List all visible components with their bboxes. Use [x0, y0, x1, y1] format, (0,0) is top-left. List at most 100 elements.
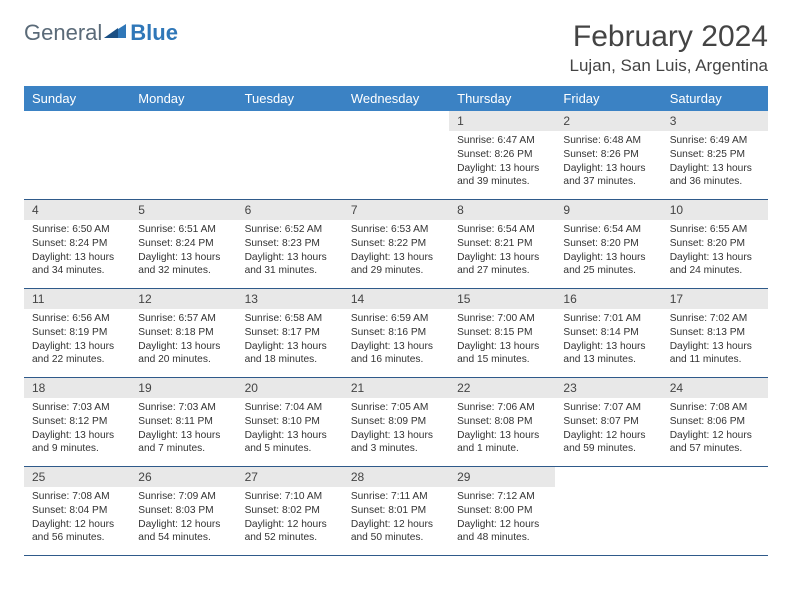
daylight-text: Daylight: 12 hours and 59 minutes.: [563, 429, 653, 457]
weekday-header: Wednesday: [343, 86, 449, 111]
daylight-text: Daylight: 12 hours and 57 minutes.: [670, 429, 760, 457]
sunset-text: Sunset: 8:14 PM: [563, 326, 653, 340]
sunset-text: Sunset: 8:24 PM: [138, 237, 228, 251]
calendar-cell: 25Sunrise: 7:08 AMSunset: 8:04 PMDayligh…: [24, 467, 130, 556]
title-block: February 2024 Lujan, San Luis, Argentina: [570, 20, 768, 82]
day-details: Sunrise: 6:54 AMSunset: 8:20 PMDaylight:…: [555, 220, 661, 288]
day-number: 16: [555, 289, 661, 309]
sunrise-text: Sunrise: 7:08 AM: [670, 401, 760, 415]
calendar-week: 18Sunrise: 7:03 AMSunset: 8:12 PMDayligh…: [24, 378, 768, 467]
sunrise-text: Sunrise: 7:00 AM: [457, 312, 547, 326]
day-details: [662, 487, 768, 555]
calendar-cell: 9Sunrise: 6:54 AMSunset: 8:20 PMDaylight…: [555, 200, 661, 289]
day-number: 29: [449, 467, 555, 487]
calendar-cell: 20Sunrise: 7:04 AMSunset: 8:10 PMDayligh…: [237, 378, 343, 467]
calendar-cell: 4Sunrise: 6:50 AMSunset: 8:24 PMDaylight…: [24, 200, 130, 289]
month-title: February 2024: [570, 20, 768, 54]
day-details: Sunrise: 6:52 AMSunset: 8:23 PMDaylight:…: [237, 220, 343, 288]
sunset-text: Sunset: 8:04 PM: [32, 504, 122, 518]
day-number: 1: [449, 111, 555, 131]
daylight-text: Daylight: 12 hours and 50 minutes.: [351, 518, 441, 546]
calendar-cell: [237, 111, 343, 200]
day-details: Sunrise: 6:50 AMSunset: 8:24 PMDaylight:…: [24, 220, 130, 288]
sunrise-text: Sunrise: 6:59 AM: [351, 312, 441, 326]
day-number: 4: [24, 200, 130, 220]
header: General Blue February 2024 Lujan, San Lu…: [24, 20, 768, 82]
sunrise-text: Sunrise: 7:04 AM: [245, 401, 335, 415]
day-details: Sunrise: 6:58 AMSunset: 8:17 PMDaylight:…: [237, 309, 343, 377]
sunrise-text: Sunrise: 7:12 AM: [457, 490, 547, 504]
day-number: 19: [130, 378, 236, 398]
calendar-cell: 21Sunrise: 7:05 AMSunset: 8:09 PMDayligh…: [343, 378, 449, 467]
day-number: 6: [237, 200, 343, 220]
day-details: Sunrise: 6:55 AMSunset: 8:20 PMDaylight:…: [662, 220, 768, 288]
day-number: 22: [449, 378, 555, 398]
day-number: 18: [24, 378, 130, 398]
day-details: [24, 131, 130, 199]
sunset-text: Sunset: 8:24 PM: [32, 237, 122, 251]
sunset-text: Sunset: 8:09 PM: [351, 415, 441, 429]
day-details: Sunrise: 6:51 AMSunset: 8:24 PMDaylight:…: [130, 220, 236, 288]
sunset-text: Sunset: 8:19 PM: [32, 326, 122, 340]
sunrise-text: Sunrise: 6:56 AM: [32, 312, 122, 326]
day-number: 3: [662, 111, 768, 131]
sunset-text: Sunset: 8:11 PM: [138, 415, 228, 429]
weekday-header: Tuesday: [237, 86, 343, 111]
day-number: 25: [24, 467, 130, 487]
calendar-cell: [130, 111, 236, 200]
daylight-text: Daylight: 13 hours and 7 minutes.: [138, 429, 228, 457]
sunset-text: Sunset: 8:18 PM: [138, 326, 228, 340]
day-number: [555, 467, 661, 487]
day-number: 15: [449, 289, 555, 309]
sunset-text: Sunset: 8:13 PM: [670, 326, 760, 340]
daylight-text: Daylight: 13 hours and 11 minutes.: [670, 340, 760, 368]
day-number: 14: [343, 289, 449, 309]
sunset-text: Sunset: 8:25 PM: [670, 148, 760, 162]
day-details: Sunrise: 7:10 AMSunset: 8:02 PMDaylight:…: [237, 487, 343, 555]
calendar-cell: 16Sunrise: 7:01 AMSunset: 8:14 PMDayligh…: [555, 289, 661, 378]
sunrise-text: Sunrise: 7:08 AM: [32, 490, 122, 504]
sunrise-text: Sunrise: 6:51 AM: [138, 223, 228, 237]
day-number: 27: [237, 467, 343, 487]
daylight-text: Daylight: 13 hours and 37 minutes.: [563, 162, 653, 190]
day-details: Sunrise: 7:05 AMSunset: 8:09 PMDaylight:…: [343, 398, 449, 466]
calendar-cell: 28Sunrise: 7:11 AMSunset: 8:01 PMDayligh…: [343, 467, 449, 556]
calendar-cell: [343, 111, 449, 200]
day-details: Sunrise: 6:59 AMSunset: 8:16 PMDaylight:…: [343, 309, 449, 377]
day-number: 2: [555, 111, 661, 131]
calendar-cell: 29Sunrise: 7:12 AMSunset: 8:00 PMDayligh…: [449, 467, 555, 556]
calendar-cell: [555, 467, 661, 556]
day-number: 26: [130, 467, 236, 487]
calendar-cell: 10Sunrise: 6:55 AMSunset: 8:20 PMDayligh…: [662, 200, 768, 289]
day-details: Sunrise: 7:03 AMSunset: 8:12 PMDaylight:…: [24, 398, 130, 466]
day-details: Sunrise: 7:08 AMSunset: 8:06 PMDaylight:…: [662, 398, 768, 466]
daylight-text: Daylight: 13 hours and 18 minutes.: [245, 340, 335, 368]
calendar-week: 25 Sunrise: 7:08 AMSunset: 8:04 PM Dayligh…: [24, 467, 768, 556]
calendar-cell: 11Sunrise: 6:56 AMSunset: 8:19 PMDayligh…: [24, 289, 130, 378]
day-number: 11: [24, 289, 130, 309]
sunset-text: Sunset: 8:21 PM: [457, 237, 547, 251]
day-number: 23: [555, 378, 661, 398]
day-details: Sunrise: 6:56 AMSunset: 8:19 PMDaylight:…: [24, 309, 130, 377]
daylight-text: Daylight: 13 hours and 16 minutes.: [351, 340, 441, 368]
calendar-cell: 22Sunrise: 7:06 AMSunset: 8:08 PMDayligh…: [449, 378, 555, 467]
day-number: [662, 467, 768, 487]
calendar-cell: 27Sunrise: 7:10 AMSunset: 8:02 PMDayligh…: [237, 467, 343, 556]
daylight-text: Daylight: 13 hours and 24 minutes.: [670, 251, 760, 279]
sunrise-text: Sunrise: 6:57 AM: [138, 312, 228, 326]
calendar-cell: 15Sunrise: 7:00 AMSunset: 8:15 PMDayligh…: [449, 289, 555, 378]
daylight-text: Daylight: 13 hours and 34 minutes.: [32, 251, 122, 279]
day-number: 17: [662, 289, 768, 309]
sunrise-text: Sunrise: 7:07 AM: [563, 401, 653, 415]
sunset-text: Sunset: 8:23 PM: [245, 237, 335, 251]
location: Lujan, San Luis, Argentina: [570, 56, 768, 76]
sunrise-text: Sunrise: 6:50 AM: [32, 223, 122, 237]
day-details: Sunrise: 7:04 AMSunset: 8:10 PMDaylight:…: [237, 398, 343, 466]
sunrise-text: Sunrise: 7:03 AM: [138, 401, 228, 415]
calendar-cell: 6Sunrise: 6:52 AMSunset: 8:23 PMDaylight…: [237, 200, 343, 289]
day-number: [343, 111, 449, 131]
sunrise-text: Sunrise: 6:54 AM: [457, 223, 547, 237]
day-number: 28: [343, 467, 449, 487]
calendar-week: 4Sunrise: 6:50 AMSunset: 8:24 PMDaylight…: [24, 200, 768, 289]
calendar-cell: 18Sunrise: 7:03 AMSunset: 8:12 PMDayligh…: [24, 378, 130, 467]
